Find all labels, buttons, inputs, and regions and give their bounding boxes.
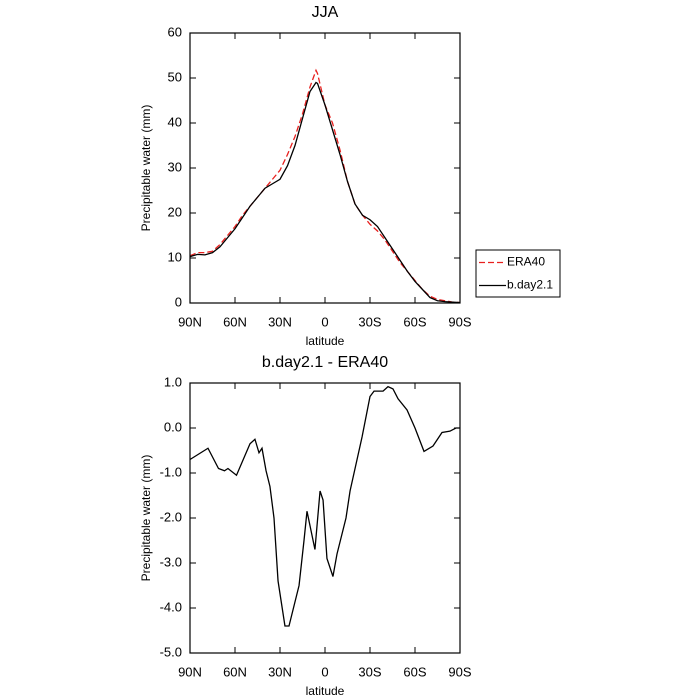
legend-label: ERA40 [507, 255, 545, 269]
y-tick-label: -3.0 [160, 554, 182, 569]
y-tick-label: 10 [168, 249, 182, 264]
plot-frame [189, 382, 461, 654]
x-tick-label: 60N [223, 664, 247, 679]
y-tick-label: -2.0 [160, 509, 182, 524]
y-tick-label: 40 [168, 114, 182, 129]
chart-title: b.day2.1 - ERA40 [262, 354, 388, 371]
x-tick-label: 30N [268, 664, 292, 679]
x-tick-label: 30S [358, 314, 381, 329]
y-tick-label: 0 [175, 294, 182, 309]
y-tick-label: -5.0 [160, 644, 182, 659]
x-tick-label: 60S [403, 664, 426, 679]
y-tick-label: -4.0 [160, 599, 182, 614]
y-tick-label: 20 [168, 204, 182, 219]
plot-frame [189, 32, 461, 304]
x-tick-label: 0 [321, 314, 328, 329]
x-tick-label: 60S [403, 314, 426, 329]
x-tick-label: 30N [268, 314, 292, 329]
y-tick-label: -1.0 [160, 464, 182, 479]
x-tick-label: 90S [448, 664, 471, 679]
x-axis-label: latitude [306, 334, 345, 348]
y-tick-label: 30 [168, 159, 182, 174]
y-axis-label: Precipitable water (mm) [139, 455, 153, 582]
x-tick-label: 0 [321, 664, 328, 679]
x-tick-label: 90S [448, 314, 471, 329]
x-tick-label: 60N [223, 314, 247, 329]
legend-box [475, 249, 561, 298]
x-tick-label: 90N [178, 314, 202, 329]
x-tick-label: 90N [178, 664, 202, 679]
chart-title: JJA [312, 4, 339, 21]
data-line [189, 81, 461, 304]
y-tick-label: 0.0 [164, 419, 182, 434]
y-axis-label: Precipitable water (mm) [139, 105, 153, 232]
y-tick-label: 60 [168, 24, 182, 39]
y-tick-label: 1.0 [164, 374, 182, 389]
data-line [189, 385, 460, 627]
legend-label: b.day2.1 [507, 278, 553, 292]
x-tick-label: 30S [358, 664, 381, 679]
x-axis-label: latitude [306, 684, 345, 698]
y-tick-label: 50 [168, 69, 182, 84]
